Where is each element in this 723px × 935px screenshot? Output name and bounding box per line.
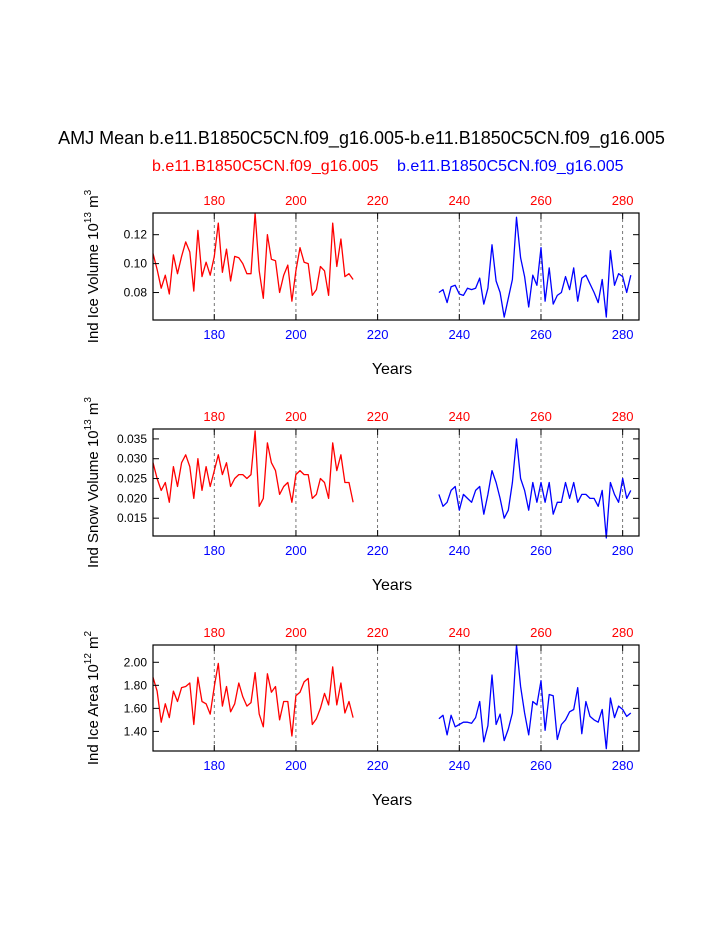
series-line-case1 [152,430,354,507]
y-axis-label-text: m [85,403,102,420]
x-tick-label-bottom: 180 [203,327,225,342]
y-axis-label-superscript: 12 [83,653,94,665]
series-line-case2 [438,644,632,750]
y-axis-label-superscript: 3 [83,189,94,195]
y-axis-label: Ind Ice Area 1012 m2 [83,630,102,765]
plot-frame [152,212,640,321]
x-tick-label-bottom: 240 [448,327,470,342]
x-tick-label-bottom: 260 [530,543,552,558]
x-tick-label-bottom: 220 [367,543,389,558]
y-tick-label: 0.035 [117,432,147,446]
x-axis-label: Years [372,577,412,594]
x-tick-label-top: 220 [367,193,389,208]
series-line-case2 [438,216,632,318]
x-tick-label-top: 200 [285,625,307,640]
x-tick-label-bottom: 280 [612,327,634,342]
x-tick-label-bottom: 220 [367,327,389,342]
plot-frame [152,428,640,537]
x-tick-label-bottom: 260 [530,327,552,342]
panel-3: 1.40 1.60 1.80 2.00 180 180 200 200 220 220 240 240… [83,625,640,809]
y-axis-label-superscript: 13 [83,419,94,431]
y-tick-label: 0.030 [117,452,147,466]
y-axis-label-superscript: 13 [83,212,94,224]
x-tick-label-bottom: 220 [367,758,389,773]
x-tick-label-top: 240 [448,409,470,424]
x-tick-label-top: 200 [285,193,307,208]
x-tick-label-top: 220 [367,625,389,640]
series-line-case1 [152,212,354,302]
x-tick-label-top: 260 [530,625,552,640]
y-axis-label-text: m [85,195,102,212]
series-line-case1 [152,662,354,737]
y-tick-label: 0.015 [117,511,147,525]
y-tick-label: 0.025 [117,472,147,486]
plot-frame [152,644,640,752]
x-tick-label-top: 180 [203,193,225,208]
x-tick-label-bottom: 180 [203,543,225,558]
case2-label: b.e11.B1850C5CN.f09_g16.005 [397,158,624,175]
x-tick-label-bottom: 180 [203,758,225,773]
y-tick-label: 0.12 [124,228,148,242]
x-tick-label-bottom: 280 [612,758,634,773]
x-tick-label-bottom: 240 [448,758,470,773]
x-tick-label-top: 180 [203,625,225,640]
x-tick-label-bottom: 200 [285,327,307,342]
y-tick-label: 2.00 [124,655,148,669]
x-axis-label: Years [372,361,412,378]
y-tick-label: 1.80 [124,678,148,692]
y-axis-label-text: Ind Ice Volume 10 [85,223,102,343]
x-tick-label-top: 280 [612,193,634,208]
x-tick-label-bottom: 280 [612,543,634,558]
chart-title: AMJ Mean b.e11.B1850C5CN.f09_g16.005-b.e… [58,128,665,148]
y-tick-label: 0.08 [124,286,148,300]
y-axis-label-superscript: 2 [83,630,94,636]
y-tick-label: 1.60 [124,701,148,715]
y-axis-label: Ind Ice Volume 1013 m3 [83,189,102,343]
x-tick-label-bottom: 240 [448,543,470,558]
x-tick-label-top: 260 [530,409,552,424]
y-axis-label: Ind Snow Volume 1013 m3 [83,397,102,568]
x-tick-label-bottom: 200 [285,758,307,773]
panel-1: 0.08 0.10 0.12 180 180 200 200 220 220 240 240 260 2… [83,189,640,378]
x-tick-label-top: 240 [448,625,470,640]
series-line-case2 [438,438,632,539]
x-axis-label: Years [372,792,412,809]
x-tick-label-top: 240 [448,193,470,208]
y-tick-label: 0.020 [117,491,147,505]
x-tick-label-top: 260 [530,193,552,208]
case1-label: b.e11.B1850C5CN.f09_g16.005 [152,158,379,175]
y-axis-label-text: m [85,636,102,653]
x-tick-label-top: 220 [367,409,389,424]
y-axis-label-text: Ind Ice Area 10 [85,664,102,765]
y-axis-label-text: Ind Snow Volume 10 [85,430,102,568]
x-tick-label-bottom: 260 [530,758,552,773]
panel-2: 0.015 0.020 0.025 0.030 0.035 180 180 200 200 220… [83,397,640,594]
x-tick-label-top: 280 [612,625,634,640]
y-tick-label: 0.10 [124,257,148,271]
x-tick-label-top: 280 [612,409,634,424]
x-tick-label-top: 180 [203,409,225,424]
x-tick-label-top: 200 [285,409,307,424]
x-tick-label-bottom: 200 [285,543,307,558]
y-axis-label-superscript: 3 [83,397,94,403]
y-tick-label: 1.40 [124,724,148,738]
